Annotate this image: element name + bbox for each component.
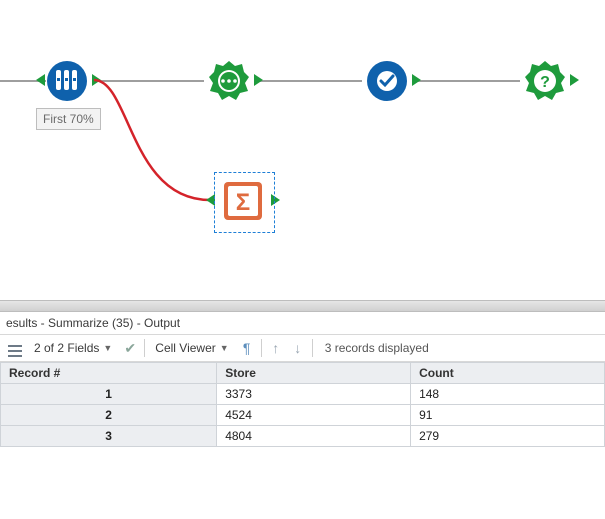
unknown-tool[interactable]: ? [524,60,566,102]
row-header: 3 [1,426,217,447]
svg-text:Σ: Σ [236,189,250,216]
chevron-down-icon: ▼ [103,343,112,353]
separator [312,339,313,357]
workflow-canvas[interactable]: First 70% ? Σ [0,0,605,300]
menu-icon[interactable] [6,339,24,357]
table-cell[interactable]: 4524 [217,405,411,426]
cell-viewer-dropdown[interactable]: Cell Viewer ▼ [151,339,232,357]
cell-viewer-label: Cell Viewer [155,341,215,355]
column-header[interactable]: Store [217,363,411,384]
fields-dropdown[interactable]: 2 of 2 Fields ▼ [30,339,116,357]
row-header: 1 [1,384,217,405]
column-header[interactable]: Count [411,363,605,384]
table-cell[interactable]: 279 [411,426,605,447]
table-row[interactable]: 3 4804 279 [1,426,605,447]
table-cell[interactable]: 4804 [217,426,411,447]
table-row[interactable]: 2 4524 91 [1,405,605,426]
table-cell[interactable]: 3373 [217,384,411,405]
separator [261,339,262,357]
separator [144,339,145,357]
fields-dropdown-label: 2 of 2 Fields [34,341,99,355]
results-toolbar: 2 of 2 Fields ▼ ✔ Cell Viewer ▼ ¶ ↑ ↓ 3 … [0,335,605,362]
arrow-down-icon[interactable]: ↓ [290,340,306,356]
table-header-row: Record # Store Count [1,363,605,384]
pane-splitter[interactable] [0,300,605,312]
results-title: esults - Summarize (35) - Output [0,312,605,335]
arrow-up-icon[interactable]: ↑ [268,340,284,356]
select-tool[interactable] [208,60,250,102]
results-table[interactable]: Record # Store Count 1 3373 148 2 4524 9… [0,362,605,447]
pilcrow-icon[interactable]: ¶ [239,340,255,356]
status-text: 3 records displayed [325,341,429,355]
summarize-tool[interactable]: Σ [222,180,264,222]
column-header[interactable]: Record # [1,363,217,384]
chevron-down-icon: ▼ [220,343,229,353]
svg-text:?: ? [540,74,550,91]
row-header: 2 [1,405,217,426]
filter-tool[interactable] [366,60,408,102]
connector-wire-curved [0,0,605,300]
table-cell[interactable]: 91 [411,405,605,426]
table-cell[interactable]: 148 [411,384,605,405]
table-row[interactable]: 1 3373 148 [1,384,605,405]
tool-label: First 70% [36,108,101,130]
create-samples-tool[interactable] [46,60,88,102]
apply-icon[interactable]: ✔ [122,340,138,356]
